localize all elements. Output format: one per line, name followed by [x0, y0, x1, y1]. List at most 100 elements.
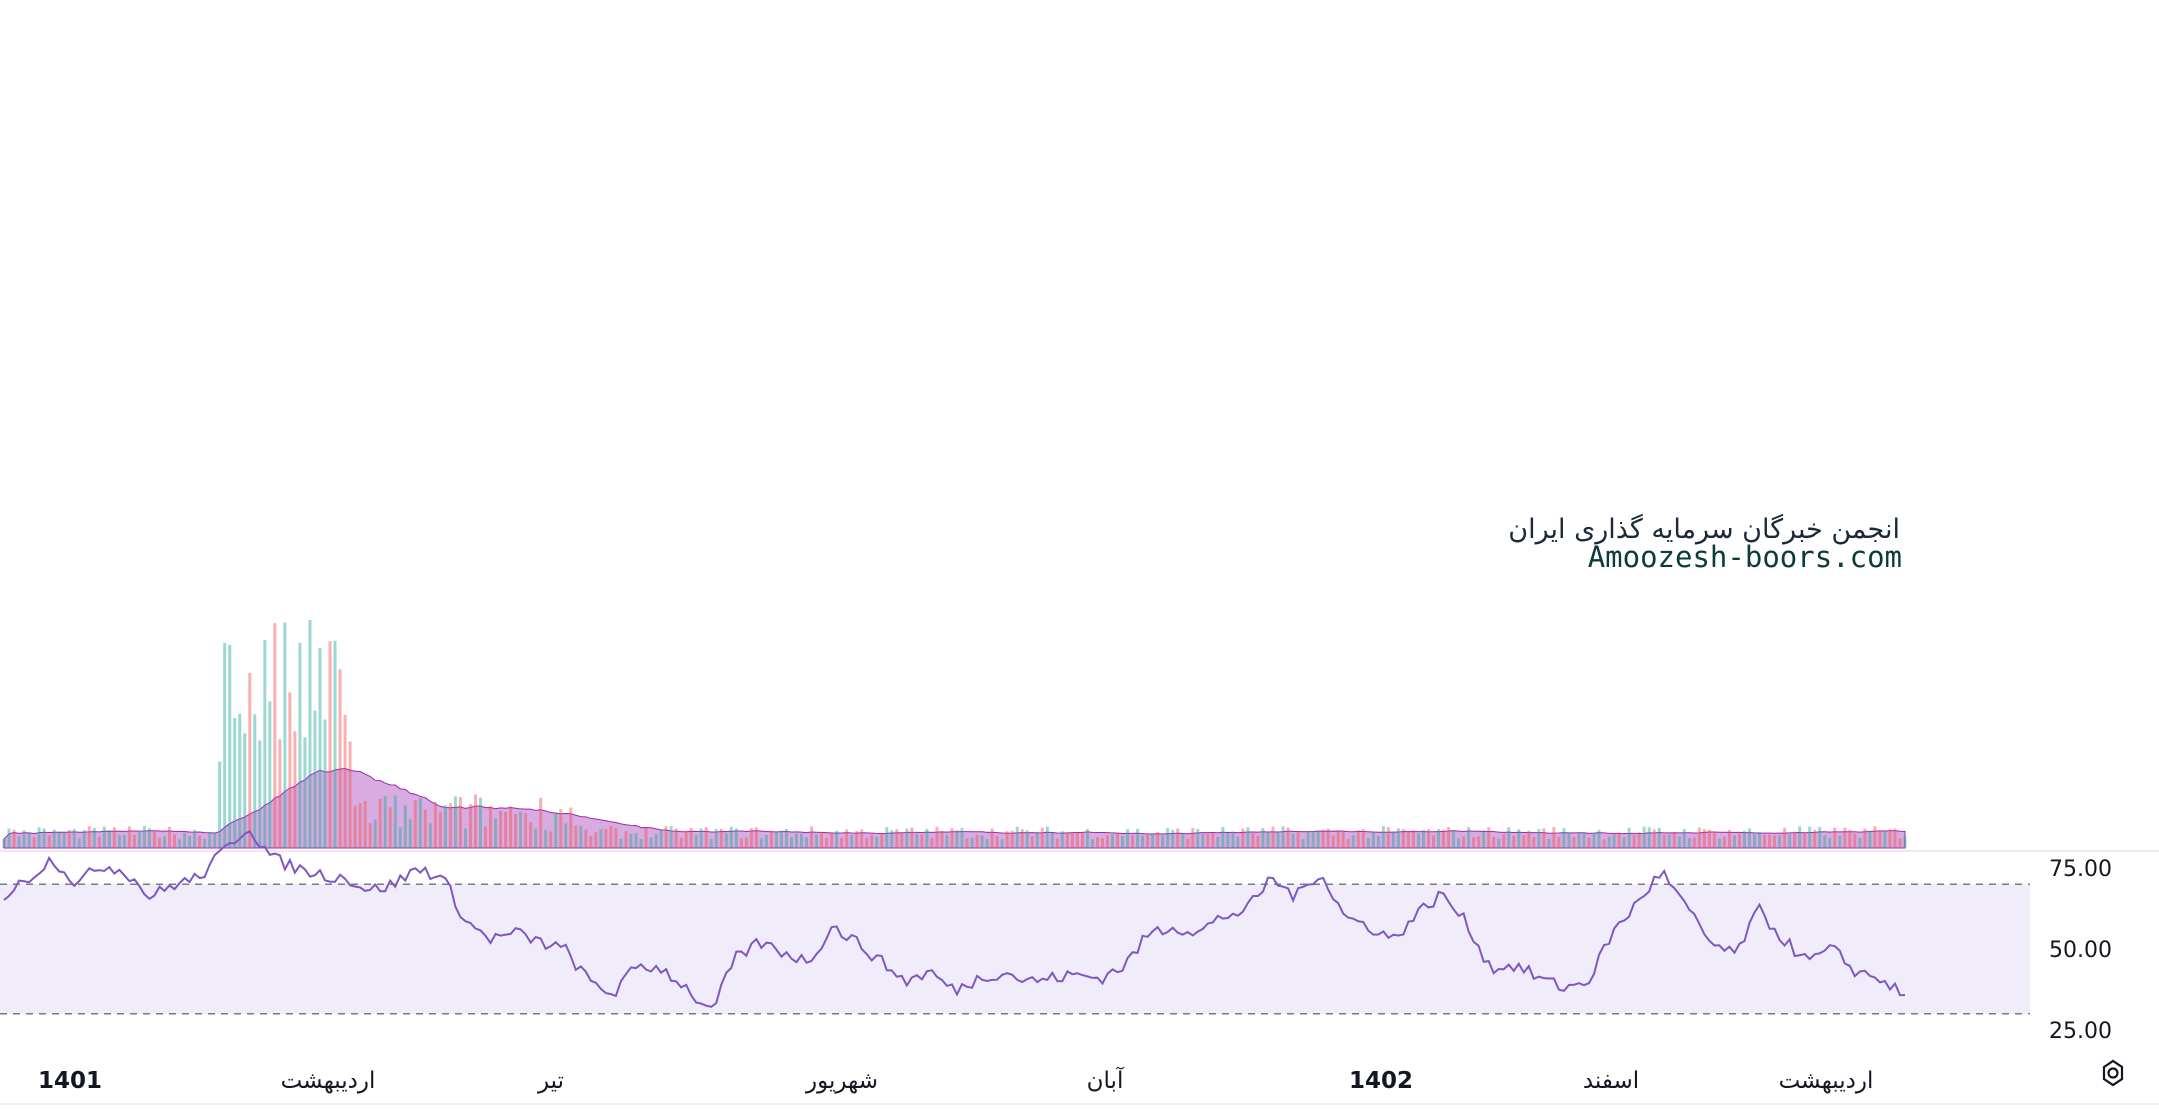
volume-bar	[1592, 832, 1596, 848]
volume-bar	[504, 811, 508, 848]
volume-bar	[1005, 831, 1009, 848]
volume-bar	[208, 832, 212, 848]
volume-bar	[393, 795, 397, 848]
volume-bar	[117, 835, 121, 848]
volume-bar	[920, 834, 924, 848]
volume-bar	[995, 835, 999, 848]
volume-average-area	[3, 768, 1906, 849]
volume-bar	[1296, 831, 1300, 848]
volume-bar	[368, 822, 372, 848]
volume-bar	[840, 837, 844, 848]
time-tick-label: اردیبهشت	[1779, 1068, 1874, 1094]
volume-bar	[198, 835, 202, 848]
volume-bar	[1201, 833, 1205, 848]
volume-bar	[624, 831, 628, 848]
volume-bar	[1060, 831, 1064, 848]
volume-bar	[318, 647, 322, 848]
volume-bar	[1075, 832, 1079, 848]
volume-bar	[1251, 833, 1255, 848]
volume-bar	[905, 828, 909, 848]
volume-bar	[1276, 832, 1280, 848]
volume-bar	[950, 828, 954, 848]
volume-bar	[52, 829, 56, 848]
volume-bar	[1858, 838, 1862, 848]
volume-bar	[1141, 835, 1145, 848]
volume-bar	[1045, 826, 1049, 848]
volume-bar	[1206, 833, 1210, 848]
volume-bar	[473, 794, 477, 848]
volume-bar	[764, 834, 768, 848]
volume-bar	[168, 826, 172, 848]
volume-bar	[1186, 838, 1190, 848]
volume-bar	[1447, 827, 1451, 848]
volume-bar	[1497, 838, 1501, 848]
volume-bar	[1477, 836, 1481, 848]
volume-bar	[890, 830, 894, 848]
volume-bar	[1261, 828, 1265, 848]
volume-bar	[574, 825, 578, 848]
volume-bar	[900, 833, 904, 848]
volume-bar	[358, 803, 362, 848]
volume-bar	[1246, 827, 1250, 848]
volume-bar	[784, 829, 788, 848]
volume-bar	[363, 800, 367, 848]
volume-bar	[865, 838, 869, 848]
volume-bar	[769, 830, 773, 848]
volume-bar	[1311, 831, 1315, 848]
volume-bar	[1732, 835, 1736, 848]
volume-bar	[62, 832, 66, 848]
volume-bar	[1216, 836, 1220, 848]
volume-bar	[980, 835, 984, 848]
volume-bar	[524, 813, 528, 848]
volume-bar	[1236, 836, 1240, 848]
volume-bar	[1853, 833, 1857, 848]
volume-bar	[815, 834, 819, 848]
volume-bar	[1085, 828, 1089, 848]
volume-bar	[800, 833, 804, 848]
volume-bar	[238, 713, 242, 848]
volume-bar	[1727, 829, 1731, 848]
volume-bar	[1768, 834, 1772, 848]
volume-bar	[1878, 830, 1882, 848]
settings-icon[interactable]	[2102, 1059, 2124, 1087]
volume-bar	[428, 823, 432, 848]
volume-bar	[604, 829, 608, 848]
volume-bar	[37, 827, 41, 848]
volume-bar	[1366, 838, 1370, 848]
volume-bar	[1156, 832, 1160, 848]
volume-bar	[303, 737, 307, 848]
volume-bar	[1758, 831, 1762, 848]
volume-bar	[699, 828, 703, 848]
volume-bar	[1437, 829, 1441, 848]
volume-bar	[1828, 837, 1832, 848]
volume-bar	[1557, 836, 1561, 848]
volume-bar	[1818, 827, 1822, 848]
volume-bar	[689, 827, 693, 848]
volume-bar	[1331, 835, 1335, 848]
volume-bar	[845, 829, 849, 848]
volume-bar	[1442, 829, 1446, 848]
volume-bar	[1748, 828, 1752, 848]
volume-bar	[805, 837, 809, 848]
volume-bar	[137, 830, 141, 848]
volume-bar	[1100, 838, 1104, 848]
volume-bar	[1873, 826, 1877, 848]
volume-bar	[443, 805, 447, 848]
volume-bar	[1783, 827, 1787, 848]
volume-bar	[1050, 832, 1054, 848]
volume-bar	[779, 830, 783, 848]
volume-bar	[193, 829, 197, 848]
volume-bar	[1542, 828, 1546, 848]
volume-bar	[499, 810, 503, 848]
volume-bar	[403, 805, 407, 848]
volume-bar	[509, 806, 513, 848]
volume-bar	[1843, 827, 1847, 848]
volume-bar	[1426, 829, 1431, 848]
volume-bar	[308, 620, 312, 848]
volume-bar	[463, 828, 467, 848]
volume-bar	[42, 828, 46, 848]
volume-bar	[1421, 829, 1425, 848]
volume-bar	[263, 640, 267, 848]
volume-bar	[418, 798, 422, 848]
